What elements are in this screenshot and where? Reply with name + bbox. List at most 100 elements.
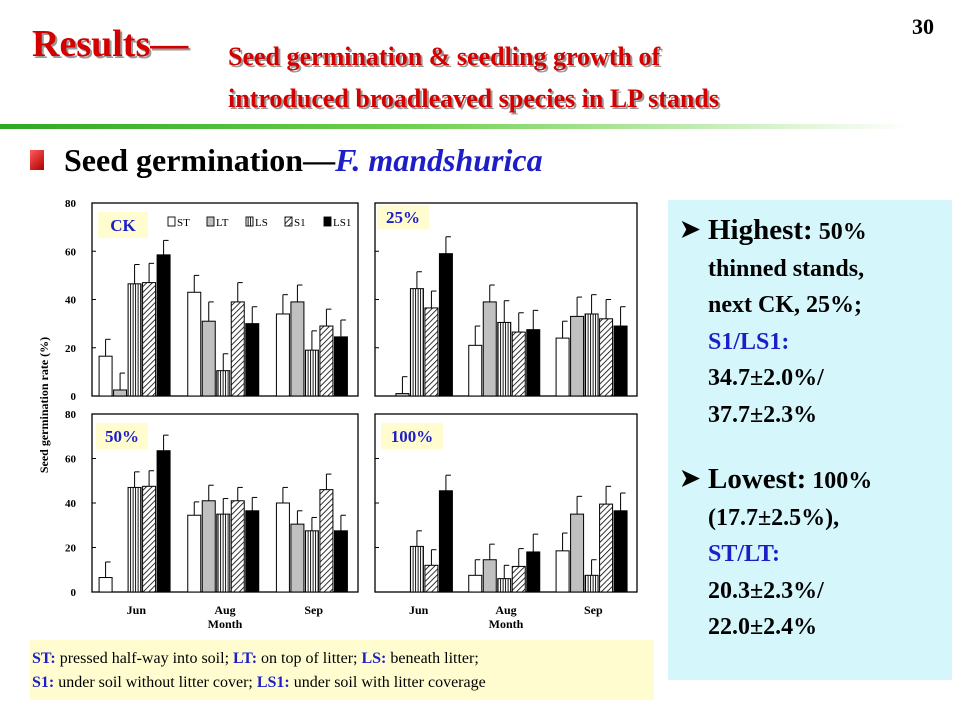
bar-ls <box>409 288 424 397</box>
bar-s1 <box>142 485 157 593</box>
panel-label: 100% <box>391 427 434 446</box>
lowest-block: ➤ Lowest: 100% (17.7±2.5%), ST/LT: 20.3±… <box>680 461 950 646</box>
abbr-key-ls: LS: <box>361 650 387 667</box>
x-tick-label: Aug <box>495 603 516 617</box>
bar-st <box>187 291 202 397</box>
y-tick-label: 40 <box>65 295 77 307</box>
bar-st <box>468 574 483 593</box>
panel-label-bg <box>98 212 148 238</box>
bar-ls <box>304 349 319 397</box>
page-number: 30 <box>912 14 934 39</box>
legend-swatch-s1 <box>284 216 293 227</box>
x-axis-label: Month <box>208 617 243 631</box>
bar-s1 <box>599 503 614 593</box>
abbreviation-line-1: ST: pressed half-way into soil; LT: on t… <box>32 650 479 668</box>
bar-st <box>275 313 290 397</box>
panel-label: 25% <box>386 208 420 227</box>
x-axis-label: Month <box>489 617 524 631</box>
legend-swatch-st <box>167 216 176 227</box>
y-tick-label: 20 <box>65 343 77 355</box>
y-tick-label: 60 <box>65 246 77 258</box>
legend-label-st: ST <box>177 217 190 229</box>
legend-label-ls1: LS1 <box>333 217 351 229</box>
bar-st <box>555 550 570 593</box>
slide-subtitle: Seed germination & seedling growth of in… <box>228 36 719 120</box>
bar-s1 <box>319 325 334 397</box>
highest-line-1: thinned stands, <box>708 255 865 282</box>
bar-lt <box>201 320 216 397</box>
bar-st <box>555 337 570 397</box>
bar-ls1 <box>245 510 260 593</box>
abbr-text-ls: beneath litter; <box>386 650 479 667</box>
slide-subtitle-line-1: Seed germination & seedling growth of <box>228 42 661 71</box>
bar-s1 <box>599 318 614 397</box>
bar-st <box>275 502 290 593</box>
bar-lt <box>290 523 305 593</box>
x-tick-label: Jun <box>409 603 429 617</box>
bar-s1 <box>424 564 439 593</box>
bar-ls <box>127 283 142 397</box>
abbr-text-s1: under soil without litter cover; <box>54 674 257 691</box>
bar-ls1 <box>333 336 348 397</box>
bar-s1 <box>511 565 526 593</box>
bar-lt <box>201 500 216 593</box>
bar-s1 <box>230 500 245 593</box>
legend-label-lt: LT <box>216 217 229 229</box>
legend-swatch-ls <box>245 216 254 227</box>
bar-ls1 <box>613 325 628 397</box>
abbr-key-st: ST: <box>32 650 56 667</box>
bar-ls1 <box>438 253 453 397</box>
abbr-text-ls1: under soil with litter coverage <box>289 674 486 691</box>
bar-s1 <box>319 489 334 593</box>
bar-ls <box>584 574 599 593</box>
y-axis-label: Seed germination rate (%) <box>37 337 51 473</box>
y-tick-label: 0 <box>71 587 77 599</box>
section-bullet-icon <box>30 150 44 170</box>
bar-ls1 <box>245 323 260 397</box>
bar-lt <box>113 389 128 397</box>
x-tick-label: Jun <box>127 603 147 617</box>
slide-subtitle-line-2: introduced broadleaved species in LP sta… <box>228 84 719 113</box>
panel-label-bg <box>381 423 443 449</box>
lowest-treatment: ST/LT: <box>708 541 781 567</box>
bar-ls1 <box>333 530 348 593</box>
legend-swatch-lt <box>206 216 215 227</box>
x-tick-label: Sep <box>584 603 603 617</box>
y-tick-label: 40 <box>65 498 77 510</box>
panel-label: 50% <box>105 427 139 446</box>
abbreviation-legend-box <box>30 640 654 700</box>
legend-label-ls: LS <box>255 217 268 229</box>
bar-ls1 <box>613 510 628 593</box>
bar-st <box>187 514 202 593</box>
highest-head: Highest: <box>708 214 813 246</box>
highest-treatment: S1/LS1: <box>708 328 790 355</box>
slide-title: Results— <box>32 23 189 65</box>
bar-ls1 <box>526 329 541 397</box>
lowest-value-2: 22.0±2.4% <box>708 614 818 640</box>
bar-lt <box>482 301 497 397</box>
bar-s1 <box>424 307 439 397</box>
abbr-text-st: pressed half-way into soil; <box>55 650 234 667</box>
title-divider <box>0 124 910 129</box>
y-tick-label: 60 <box>65 454 77 466</box>
abbr-key-ls1: LS1: <box>256 674 290 691</box>
bar-ls1 <box>526 551 541 593</box>
panel-label-bg <box>377 205 429 229</box>
bar-ls1 <box>438 490 453 593</box>
bar-lt <box>482 559 497 593</box>
bar-lt <box>395 393 410 397</box>
arrow-bullet-icon: ➤ <box>680 466 701 492</box>
highest-value: 50% <box>812 219 867 245</box>
lowest-line-1: (17.7±2.5%), <box>708 504 840 531</box>
legend-label-s1: S1 <box>294 217 306 229</box>
abbr-text-lt: on top of litter; <box>257 650 362 667</box>
germination-chart: CK 25% 50% 100% 0 20 40 60 80 0 20 40 60 80 Jun Aug Sep M… <box>37 198 638 631</box>
bar-lt <box>570 315 585 397</box>
legend-swatch-ls1 <box>323 216 332 227</box>
bar-st <box>468 344 483 397</box>
bar-ls1 <box>156 450 171 593</box>
bar-ls <box>216 513 231 593</box>
lowest-value-1: 20.3±2.3%/ <box>708 577 824 604</box>
panel-label: CK <box>110 216 136 235</box>
section-heading-species: F. mandshurica <box>335 142 543 178</box>
